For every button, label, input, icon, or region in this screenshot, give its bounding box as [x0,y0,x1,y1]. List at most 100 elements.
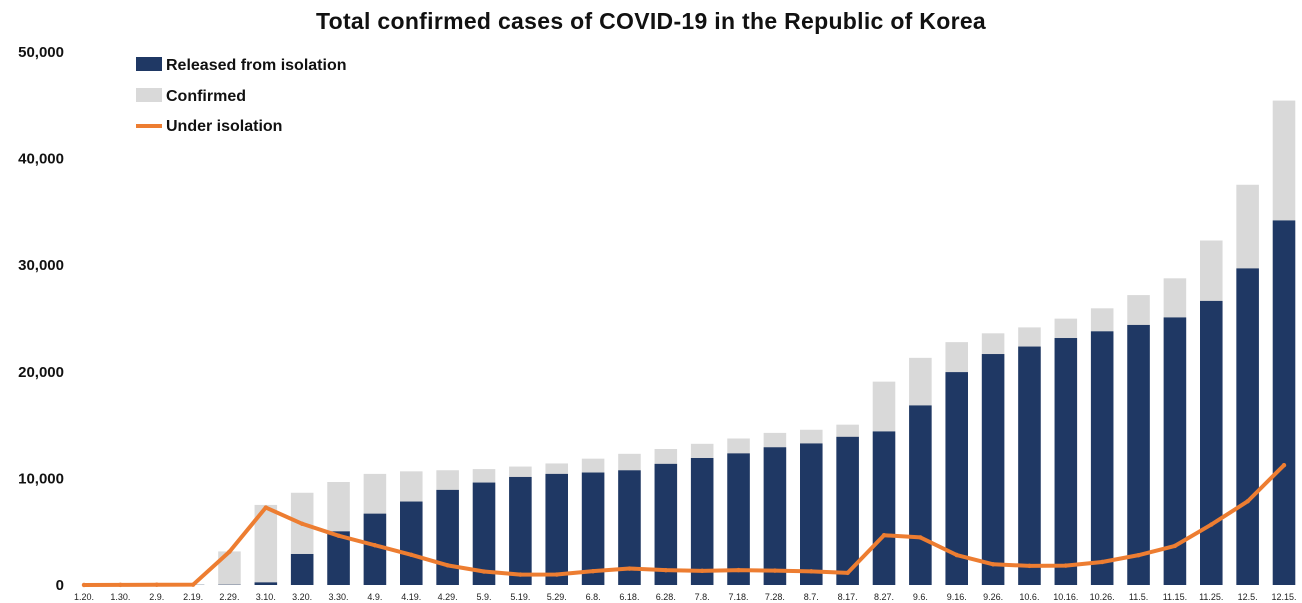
x-tick-label: 3.10. [256,592,276,602]
bar-released [254,582,278,585]
point-under-isolation [336,533,341,538]
y-tick-label: 0 [56,577,64,594]
point-under-isolation [845,570,850,576]
bar-released [545,473,568,585]
point-under-isolation [1245,499,1250,504]
x-tick-label: 7.8. [695,592,710,602]
bar-released [1163,317,1187,585]
point-under-isolation [772,568,778,573]
x-tick-label: 4.9. [367,592,382,602]
point-under-isolation [445,563,450,568]
x-tick-label: 8.17. [838,592,858,602]
x-tick-label: 1.30. [110,592,130,602]
chart-title: Total confirmed cases of COVID-19 in the… [315,8,987,34]
bar-released [618,470,641,585]
point-under-isolation [1099,559,1105,565]
x-tick-label: 9.26. [983,592,1003,602]
bar-released [1090,331,1114,585]
x-tick-label: 2.29. [219,592,239,602]
point-under-isolation [990,562,996,567]
y-tick-label: 20,000 [18,364,64,381]
y-tick-label: 10,000 [18,470,64,487]
x-tick-label: 6.18. [619,592,639,602]
bar-released [945,372,968,585]
point-under-isolation [154,582,159,587]
bar-released [1200,300,1223,585]
x-tick-label: 11.25. [1199,592,1223,602]
x-axis: 1.20. 1.30. 2.9. 2.19. 2.29. 3.10. 3.20. 3.30. 4… [74,592,1297,602]
x-tick-label: 11.5. [1129,592,1148,602]
point-under-isolation [736,567,741,573]
x-tick-label: 3.30. [329,592,349,602]
point-under-isolation [263,505,269,510]
x-tick-label: 6.28. [656,592,676,602]
point-under-isolation [554,572,559,577]
bar-released [981,354,1005,585]
bar-confirmed [254,504,278,585]
bar-released [1054,338,1078,585]
point-under-isolation [1136,552,1141,558]
point-under-isolation [663,567,669,573]
x-tick-label: 11.15. [1163,592,1187,602]
point-under-isolation [409,552,414,558]
point-under-isolation [627,566,632,571]
x-tick-label: 5.9. [476,592,491,602]
point-under-isolation [954,552,959,558]
bar-released [654,463,678,585]
point-under-isolation [1172,543,1178,549]
bar-released [327,531,350,585]
bar-released [1236,268,1259,585]
point-under-isolation [699,568,705,574]
point-under-isolation [190,582,196,587]
x-tick-label: 4.29. [438,592,458,602]
point-under-isolation [1209,522,1214,527]
y-axis: 0 10,000 20,000 30,000 40,000 50,000 [18,44,64,594]
legend-swatch-released [136,57,162,71]
point-under-isolation [118,582,123,588]
point-under-isolation [372,543,378,548]
point-under-isolation [809,569,814,574]
x-tick-label: 12.15. [1271,592,1296,602]
x-tick-label: 10.26. [1090,592,1115,602]
x-tick-label: 12.5. [1238,592,1258,602]
bar-confirmed [218,551,241,585]
x-tick-label: 1.20. [74,592,94,602]
legend-label-confirmed: Confirmed [166,88,246,105]
isolation-line-group [81,462,1287,588]
point-under-isolation [518,572,523,577]
bar-released [800,443,823,585]
line-under-isolation [82,463,1286,587]
x-tick-label: 8.7. [804,592,819,602]
x-tick-label: 9.6. [913,592,928,602]
x-tick-label: 2.19. [183,592,203,602]
released-bars [145,220,1296,585]
bar-released [909,405,932,585]
bar-released [872,431,896,585]
bar-released [1127,324,1150,585]
y-tick-label: 50,000 [18,44,64,61]
x-tick-label: 4.19. [401,592,421,602]
legend-swatch-confirmed [136,88,162,102]
x-tick-label: 5.29. [547,592,567,602]
y-tick-label: 40,000 [18,151,64,168]
bar-released [400,501,423,585]
bar-released [690,458,714,585]
point-under-isolation [81,582,87,588]
legend: Released from isolation Confirmed Under … [136,57,347,135]
point-under-isolation [590,568,596,574]
bar-released [363,513,387,585]
y-tick-label: 30,000 [18,257,64,274]
x-tick-label: 2.9. [149,592,164,602]
x-tick-label: 10.6. [1019,592,1039,602]
x-tick-label: 8.27. [874,592,894,602]
bar-released [1018,346,1041,585]
point-under-isolation [1281,462,1287,468]
x-tick-label: 6.8. [586,592,601,602]
point-under-isolation [1063,563,1069,568]
x-tick-label: 10.16. [1053,592,1078,602]
x-tick-label: 3.20. [292,592,312,602]
point-under-isolation [1027,563,1032,569]
bar-released [509,476,532,585]
point-under-isolation [299,521,305,526]
bar-released [763,447,787,585]
